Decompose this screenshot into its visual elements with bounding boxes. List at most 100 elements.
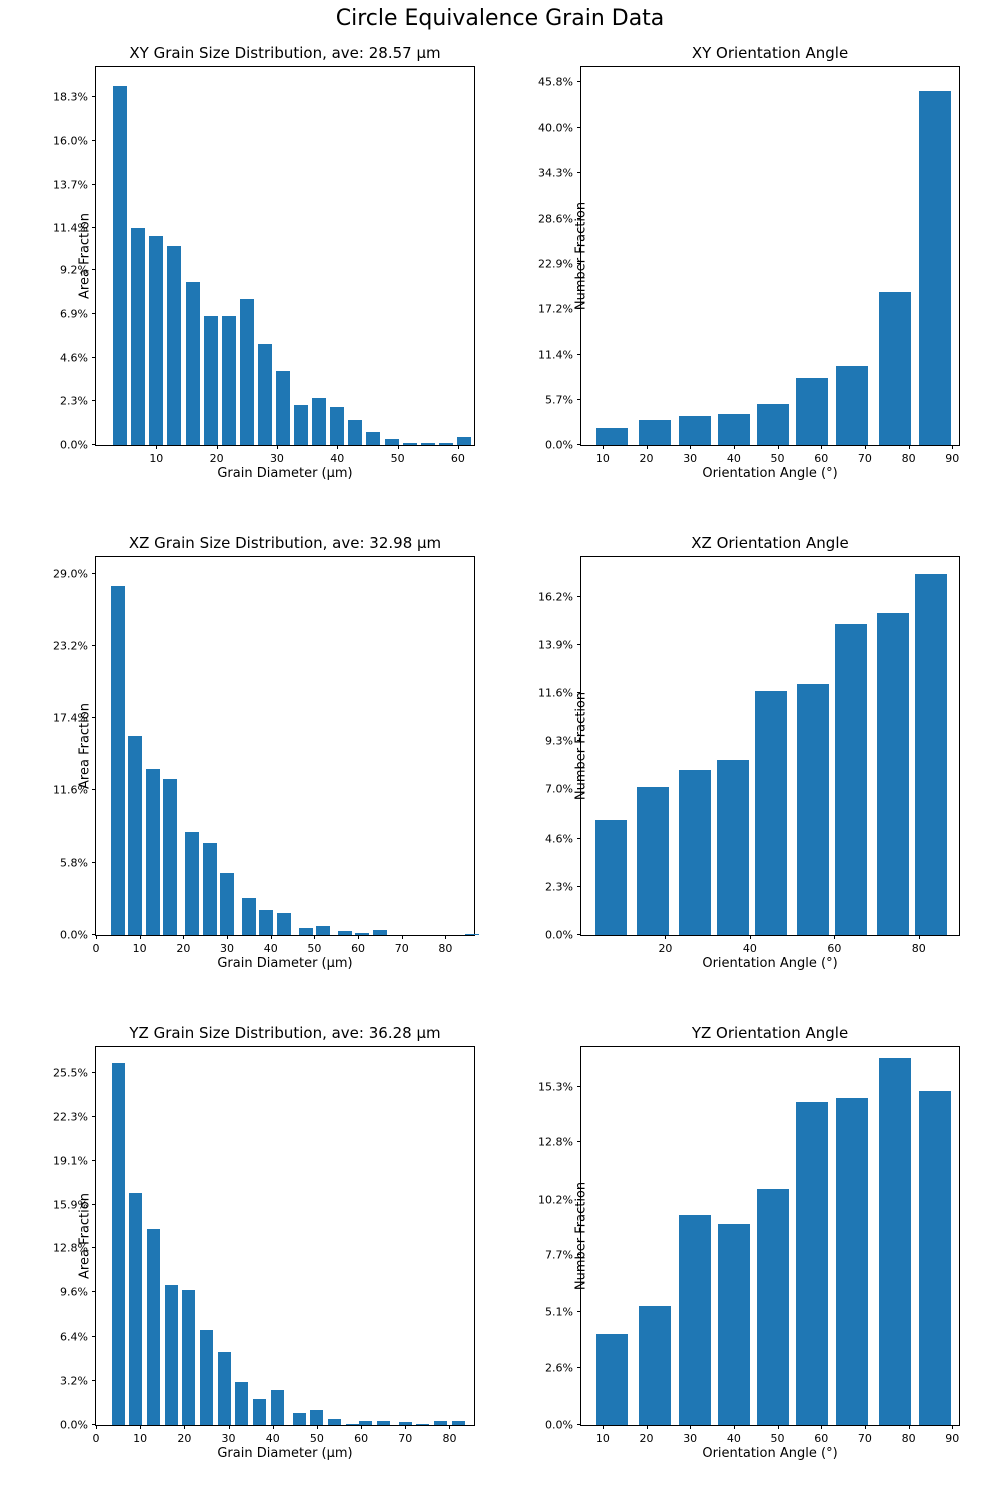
y-tick-mark [577, 263, 581, 264]
y-tick-mark [577, 644, 581, 645]
figure: Circle Equivalence Grain Data XY Grain S… [0, 0, 1000, 1500]
y-tick-mark [92, 573, 96, 574]
x-tick-label: 40 [266, 1432, 280, 1445]
bar [377, 1421, 390, 1425]
x-tick-mark [277, 445, 278, 449]
bar [310, 1410, 323, 1425]
x-tick-mark [445, 935, 446, 939]
x-tick-label: 70 [398, 1432, 412, 1445]
y-tick-mark [92, 444, 96, 445]
bar [718, 1224, 750, 1425]
axes-box: Number FractionOrientation Angle (°)0.0%… [580, 1046, 960, 1426]
y-tick-mark [577, 127, 581, 128]
x-tick-label: 40 [727, 452, 741, 465]
y-tick-label: 6.4% [40, 1330, 88, 1343]
bar [149, 236, 163, 445]
x-tick-label: 50 [391, 452, 405, 465]
x-tick-mark [647, 1425, 648, 1429]
y-tick-mark [577, 399, 581, 400]
bar [204, 316, 218, 445]
x-tick-mark [271, 935, 272, 939]
x-tick-label: 30 [222, 1432, 236, 1445]
x-tick-mark [865, 445, 866, 449]
x-tick-label: 40 [264, 942, 278, 955]
x-tick-mark [603, 445, 604, 449]
x-axis-label: Orientation Angle (°) [581, 1446, 959, 1461]
x-tick-label: 40 [743, 942, 757, 955]
y-tick-mark [577, 838, 581, 839]
bar [338, 931, 352, 935]
x-tick-mark [449, 1425, 450, 1429]
bar [203, 843, 217, 935]
x-tick-label: 10 [149, 452, 163, 465]
axes-box: Number FractionOrientation Angle (°)0.0%… [580, 66, 960, 446]
x-axis-label: Grain Diameter (μm) [96, 1446, 474, 1461]
y-tick-label: 0.0% [40, 1419, 88, 1432]
y-tick-label: 0.0% [525, 439, 573, 452]
x-tick-mark [778, 445, 779, 449]
bar [373, 930, 387, 935]
x-tick-label: 80 [438, 942, 452, 955]
bar [222, 316, 236, 445]
y-tick-label: 25.5% [40, 1066, 88, 1079]
subplot-yz-size: YZ Grain Size Distribution, ave: 36.28 μ… [95, 1024, 475, 1426]
x-tick-mark [314, 935, 315, 939]
x-tick-label: 70 [858, 452, 872, 465]
x-axis-label: Grain Diameter (μm) [96, 956, 474, 971]
x-tick-label: 80 [442, 1432, 456, 1445]
x-tick-mark [647, 445, 648, 449]
x-tick-mark [734, 1425, 735, 1429]
y-tick-label: 22.3% [40, 1110, 88, 1123]
x-tick-label: 80 [902, 452, 916, 465]
y-axis-label: Number Fraction [574, 692, 589, 800]
bar [596, 428, 628, 445]
bar [218, 1352, 231, 1425]
x-tick-mark [229, 1425, 230, 1429]
y-tick-label: 13.7% [40, 178, 88, 191]
y-tick-mark [577, 81, 581, 82]
y-tick-label: 4.6% [40, 351, 88, 364]
y-tick-mark [92, 227, 96, 228]
x-tick-mark [665, 935, 666, 939]
y-tick-label: 11.4% [40, 222, 88, 235]
y-tick-mark [92, 1380, 96, 1381]
y-tick-label: 34.3% [525, 167, 573, 180]
y-tick-label: 18.3% [40, 91, 88, 104]
y-tick-label: 40.0% [525, 122, 573, 135]
x-axis-label: Orientation Angle (°) [581, 466, 959, 481]
x-tick-mark [821, 1425, 822, 1429]
x-tick-label: 70 [395, 942, 409, 955]
bar [366, 432, 380, 445]
y-tick-label: 45.8% [525, 76, 573, 89]
x-tick-label: 30 [270, 452, 284, 465]
bar [796, 1102, 828, 1425]
bar [346, 1424, 359, 1425]
bar [348, 420, 362, 445]
y-tick-mark [577, 1086, 581, 1087]
x-tick-mark [217, 445, 218, 449]
bar [128, 736, 142, 935]
bar [146, 769, 160, 935]
y-tick-mark [92, 357, 96, 358]
bar [277, 913, 291, 935]
y-tick-label: 6.9% [40, 307, 88, 320]
x-tick-mark [337, 445, 338, 449]
bar [312, 398, 326, 446]
y-tick-mark [92, 400, 96, 401]
x-tick-mark [317, 1425, 318, 1429]
x-tick-label: 60 [451, 452, 465, 465]
x-tick-label: 30 [683, 452, 697, 465]
x-axis-label: Orientation Angle (°) [581, 956, 959, 971]
bar [796, 378, 828, 445]
bar [457, 437, 471, 445]
y-tick-label: 10.2% [525, 1193, 573, 1206]
y-tick-label: 9.2% [40, 264, 88, 277]
y-tick-label: 11.4% [525, 348, 573, 361]
y-axis-label: Number Fraction [574, 1182, 589, 1290]
bar [639, 1306, 671, 1425]
x-tick-mark [865, 1425, 866, 1429]
bar [755, 691, 787, 935]
bar [186, 282, 200, 445]
x-axis-label: Grain Diameter (μm) [96, 466, 474, 481]
y-tick-label: 4.6% [525, 832, 573, 845]
